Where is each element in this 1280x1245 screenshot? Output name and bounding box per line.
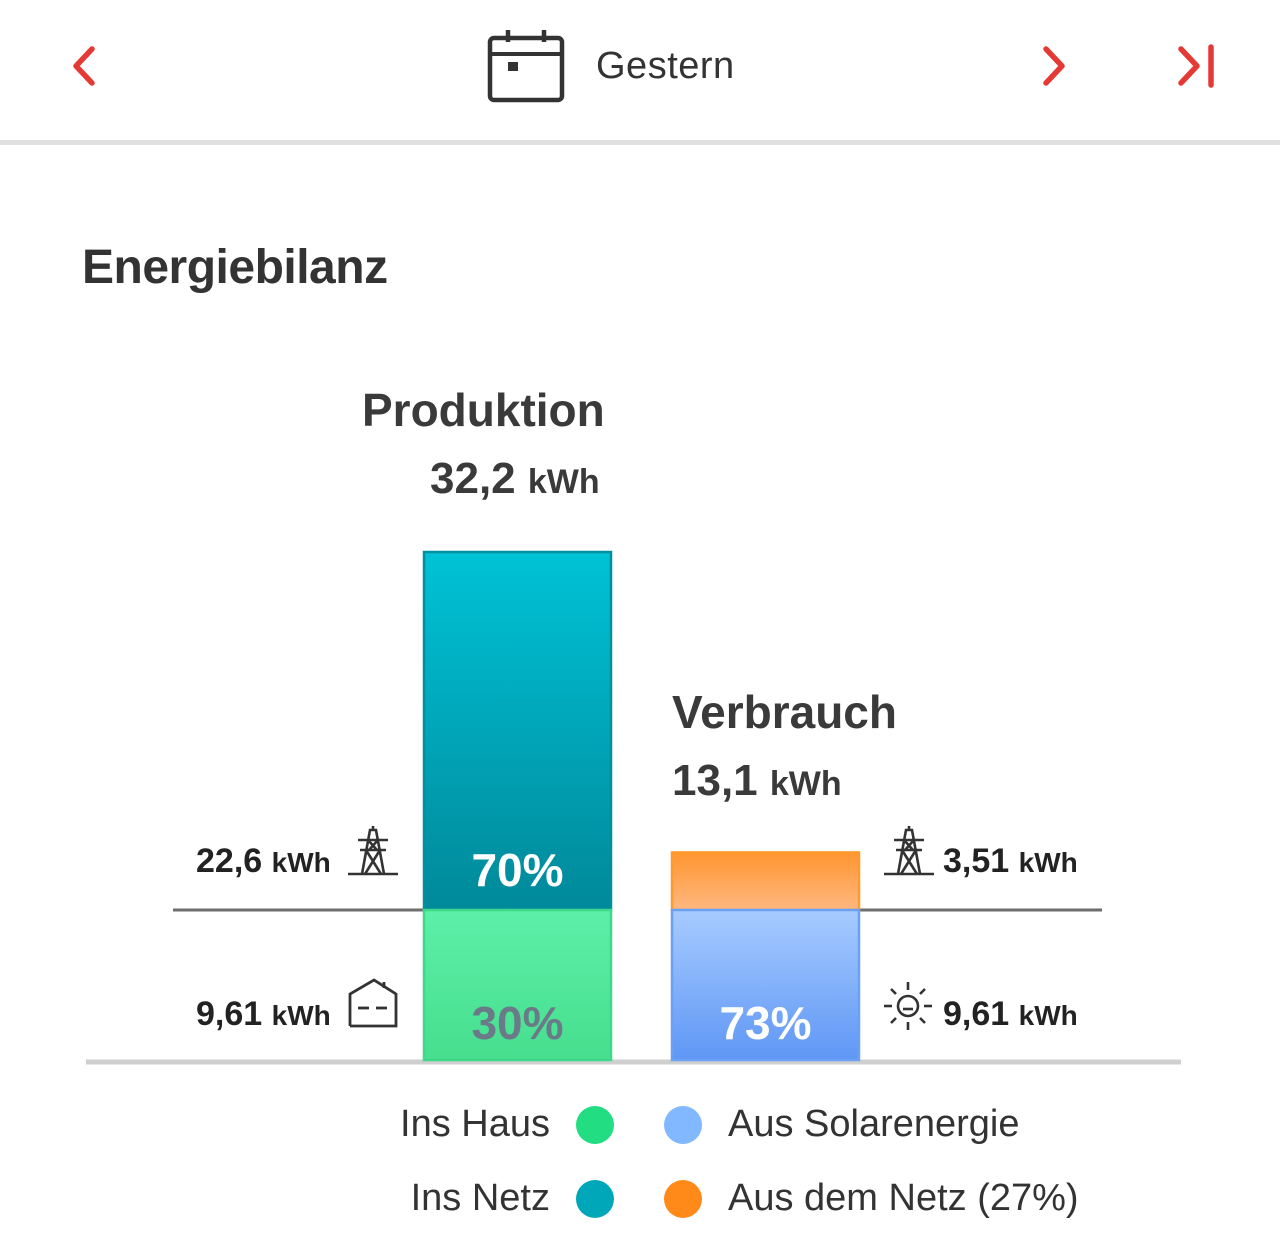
bars-group xyxy=(422,550,861,1062)
chevron-left-icon xyxy=(73,46,95,86)
skip-to-today-button[interactable] xyxy=(1164,36,1224,96)
bar-total-production: 32,2 kWh xyxy=(430,454,600,504)
bar-title-consumption: Verbrauch xyxy=(672,686,897,738)
legend-swatch xyxy=(576,1105,614,1144)
legend-label: Aus Solarenergie xyxy=(728,1103,1020,1145)
top-bar: Gestern xyxy=(0,0,1280,145)
section-title: Energiebilanz xyxy=(82,241,388,294)
value-number: 22,6 xyxy=(196,842,263,880)
percent-label-from-solar: 73% xyxy=(719,997,812,1049)
calendar-icon xyxy=(487,30,565,103)
total-unit: kWh xyxy=(769,765,842,803)
bar-segment-from-solar xyxy=(670,908,861,1062)
legend-item-from-grid: Aus dem Netz (27%) xyxy=(664,1177,1079,1220)
previous-day-button[interactable] xyxy=(54,36,114,96)
next-day-button[interactable] xyxy=(1024,36,1084,96)
legend-label: Ins Haus xyxy=(400,1103,550,1145)
value-from-grid: 3,51 kWh xyxy=(943,842,1078,881)
bar-title-production: Produktion xyxy=(362,384,605,436)
chevron-right-icon xyxy=(1043,46,1065,86)
value-unit: kWh xyxy=(1018,847,1078,878)
date-picker[interactable]: Gestern xyxy=(486,28,735,104)
house-icon xyxy=(348,978,398,1028)
legend-label: Ins Netz xyxy=(410,1177,550,1219)
legend-swatch xyxy=(664,1105,702,1144)
value-unit: kWh xyxy=(271,847,331,878)
value-to-grid: 22,6 kWh xyxy=(196,842,331,881)
legend-swatch xyxy=(664,1179,702,1218)
legend-swatch xyxy=(576,1179,614,1218)
percent-label-to-house: 30% xyxy=(471,997,564,1049)
percent-label-to-grid: 70% xyxy=(471,844,564,896)
skip-to-end-icon xyxy=(1178,44,1214,88)
power-tower-icon xyxy=(348,826,398,876)
value-unit: kWh xyxy=(271,1000,331,1031)
value-number: 9,61 xyxy=(196,995,263,1033)
sun-icon xyxy=(884,982,932,1030)
bar-total-consumption: 13,1 kWh xyxy=(672,756,842,806)
bar-segment-from-grid xyxy=(670,851,861,912)
value-unit: kWh xyxy=(1018,1000,1078,1031)
bar-segment-to-house xyxy=(422,908,613,1062)
total-unit: kWh xyxy=(527,463,600,501)
value-from-solar: 9,61 kWh xyxy=(943,995,1078,1034)
legend-label: Aus dem Netz (27%) xyxy=(728,1177,1079,1219)
value-to-house: 9,61 kWh xyxy=(196,995,331,1034)
legend-item-from-solar: Aus Solarenergie xyxy=(664,1103,1020,1146)
legend-item-to-house: Ins Haus xyxy=(400,1103,614,1146)
header-divider xyxy=(0,140,1280,145)
value-number: 3,51 xyxy=(943,842,1010,880)
legend-item-to-grid: Ins Netz xyxy=(411,1177,614,1220)
date-label: Gestern xyxy=(596,44,735,87)
total-value: 13,1 xyxy=(672,756,758,805)
power-tower-icon xyxy=(884,826,934,876)
value-number: 9,61 xyxy=(943,995,1010,1033)
bar-segment-to-grid xyxy=(422,550,613,912)
total-value: 32,2 xyxy=(430,454,516,503)
